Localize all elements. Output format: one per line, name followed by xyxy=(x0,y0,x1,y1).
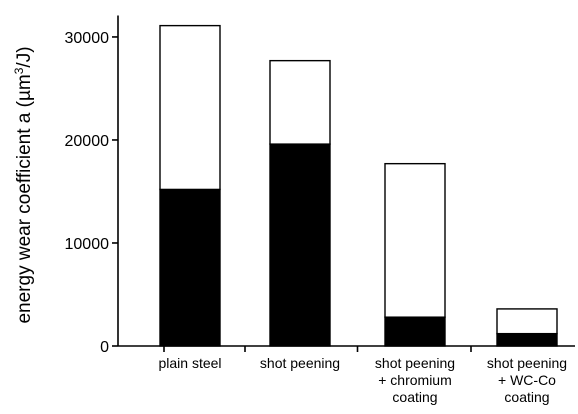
plot-area: 0 10000 20000 30000 plain steel shot peening s… xyxy=(65,15,575,405)
bar-segment-dark-1 xyxy=(269,143,331,347)
x-category-label-2-line-2: coating xyxy=(392,389,437,405)
bar-segment-light-1 xyxy=(269,59,331,145)
y-tick-label-20000: 20000 xyxy=(65,133,110,150)
y-tick-label-0: 0 xyxy=(100,339,109,356)
x-category-label-2-line-0: shot peening xyxy=(375,355,455,371)
x-category-label-0-line-0: plain steel xyxy=(158,355,221,371)
bar-segment-light-0 xyxy=(159,24,221,191)
bar-segment-dark-2 xyxy=(384,316,446,347)
x-category-label-3-line-2: coating xyxy=(504,389,549,405)
bar-segment-dark-0 xyxy=(159,188,221,347)
y-axis-title-main: energy wear coefficient a (µm xyxy=(14,74,35,323)
y-axis-title: energy wear coefficient a (µm3/J) xyxy=(12,46,35,323)
y-axis-title-superscript: 3 xyxy=(12,67,26,74)
bar-segment-light-3 xyxy=(496,308,558,335)
y-tick-label-30000: 30000 xyxy=(65,30,110,47)
x-category-label-2-line-1: + chromium xyxy=(378,372,452,388)
bar-segment-dark-3 xyxy=(496,332,558,347)
x-category-label-1-line-0: shot peening xyxy=(260,355,340,371)
x-category-label-3-line-1: + WC-Co xyxy=(498,372,556,388)
x-category-label-3-line-0: shot peening xyxy=(487,355,567,371)
y-axis-title-unit: /J) xyxy=(14,46,35,67)
bar-segment-light-2 xyxy=(384,162,446,318)
y-tick-label-10000: 10000 xyxy=(65,236,110,253)
